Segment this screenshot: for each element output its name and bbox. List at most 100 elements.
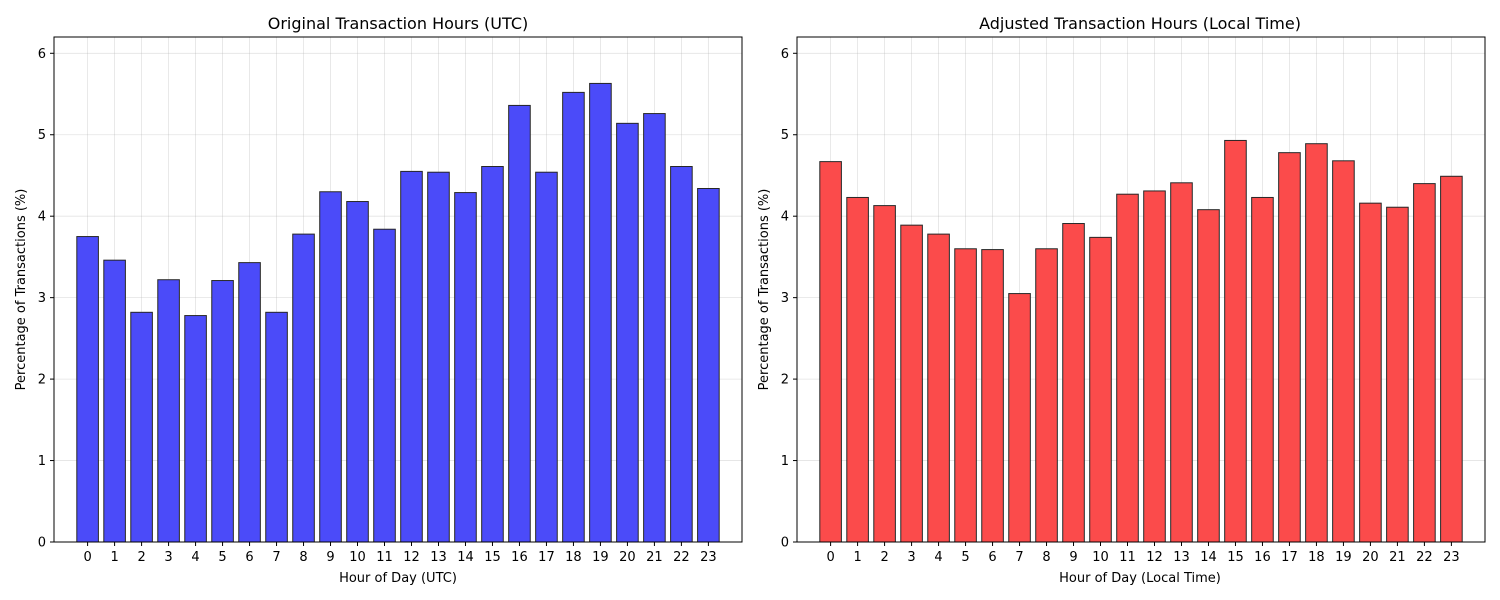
y-tick-label: 1 <box>781 454 789 469</box>
bar <box>1413 183 1436 543</box>
x-tick-label: 12 <box>1146 550 1163 565</box>
y-tick-label: 6 <box>38 47 46 62</box>
x-tick-label: 18 <box>1308 550 1325 565</box>
bar <box>1305 143 1328 543</box>
bar <box>319 191 342 543</box>
x-tick-label: 12 <box>403 550 420 565</box>
grid <box>797 37 1485 543</box>
bar <box>1224 139 1247 543</box>
bar <box>927 233 950 543</box>
bar <box>184 315 207 543</box>
x-tick-label: 23 <box>700 550 717 565</box>
y-tick-label: 2 <box>38 373 46 388</box>
x-tick-label: 20 <box>1362 550 1379 565</box>
x-tick-label: 6 <box>988 550 996 565</box>
x-tick-label: 9 <box>1069 550 1077 565</box>
bar <box>427 171 450 543</box>
x-axis-ticks: 0 1 2 3 4 5 6 7 8 9 10 11 12 13 14 15 16 17 18 19 20 21 22 23 <box>826 542 1460 565</box>
x-tick-label: 22 <box>673 550 690 565</box>
x-tick-label: 18 <box>565 550 582 565</box>
y-tick-label: 4 <box>781 210 789 225</box>
x-tick-label: 23 <box>1443 550 1460 565</box>
bar <box>373 228 396 543</box>
y-axis-label: Percentage of Transactions (%) <box>757 189 772 391</box>
x-tick-label: 19 <box>1335 550 1352 565</box>
x-tick-label: 2 <box>880 550 888 565</box>
x-tick-label: 6 <box>245 550 253 565</box>
y-tick-label: 6 <box>781 47 789 62</box>
x-tick-label: 17 <box>538 550 555 565</box>
x-tick-label: 5 <box>218 550 226 565</box>
y-tick-label: 2 <box>781 373 789 388</box>
x-axis-label: Hour of Day (Local Time) <box>1059 571 1221 586</box>
x-axis-label: Hour of Day (UTC) <box>339 571 457 586</box>
bar <box>1089 236 1112 543</box>
chart-title: Adjusted Transaction Hours (Local Time) <box>979 14 1301 33</box>
x-tick-label: 9 <box>326 550 334 565</box>
bar <box>157 279 180 543</box>
plot-frame <box>796 36 1486 543</box>
x-tick-label: 5 <box>961 550 969 565</box>
bar <box>508 104 531 543</box>
x-tick-label: 0 <box>826 550 834 565</box>
x-tick-label: 4 <box>934 550 942 565</box>
bar <box>103 259 126 543</box>
x-tick-label: 7 <box>272 550 280 565</box>
x-tick-label: 2 <box>137 550 145 565</box>
bar <box>846 196 869 543</box>
bar <box>1035 248 1058 543</box>
y-tick-label: 0 <box>781 536 789 551</box>
bar <box>346 201 369 543</box>
x-tick-label: 16 <box>511 550 528 565</box>
x-tick-label: 10 <box>1092 550 1109 565</box>
x-tick-label: 11 <box>376 550 393 565</box>
bar <box>76 236 99 543</box>
x-tick-label: 7 <box>1015 550 1023 565</box>
x-tick-label: 15 <box>1227 550 1244 565</box>
bar <box>819 161 842 543</box>
bar <box>954 248 977 543</box>
x-tick-label: 13 <box>430 550 447 565</box>
x-tick-label: 3 <box>907 550 915 565</box>
bar <box>1143 190 1166 543</box>
y-tick-label: 1 <box>38 454 46 469</box>
x-tick-label: 16 <box>1254 550 1271 565</box>
bar <box>535 171 558 543</box>
x-tick-label: 15 <box>484 550 501 565</box>
x-tick-label: 17 <box>1281 550 1298 565</box>
bar <box>873 205 896 543</box>
bar <box>130 311 153 543</box>
x-tick-label: 0 <box>83 550 91 565</box>
chart-title: Original Transaction Hours (UTC) <box>268 14 528 33</box>
bar <box>238 262 261 543</box>
x-tick-label: 11 <box>1119 550 1136 565</box>
y-axis-label: Percentage of Transactions (%) <box>14 189 29 391</box>
x-tick-label: 21 <box>646 550 663 565</box>
x-tick-label: 8 <box>299 550 307 565</box>
bar <box>1332 160 1355 543</box>
bar <box>1278 152 1301 543</box>
y-tick-label: 3 <box>38 291 46 306</box>
x-tick-label: 19 <box>592 550 609 565</box>
bar <box>1197 209 1220 543</box>
bar <box>400 170 423 543</box>
bar <box>1251 196 1274 543</box>
y-tick-label: 5 <box>38 128 46 143</box>
chart-panel-adjusted-local: Adjusted Transaction Hours (Local Time) … <box>757 14 1486 586</box>
bar <box>589 82 612 543</box>
bars <box>819 139 1463 543</box>
y-tick-label: 3 <box>781 291 789 306</box>
bar <box>1386 206 1409 543</box>
bar <box>981 249 1004 543</box>
y-tick-label: 4 <box>38 210 46 225</box>
x-tick-label: 8 <box>1042 550 1050 565</box>
bar <box>1062 223 1085 543</box>
x-tick-label: 21 <box>1389 550 1406 565</box>
x-tick-label: 10 <box>349 550 366 565</box>
x-tick-label: 1 <box>110 550 118 565</box>
y-tick-label: 0 <box>38 536 46 551</box>
bar <box>1116 193 1139 543</box>
bars <box>76 82 720 543</box>
bar <box>292 233 315 543</box>
bar <box>211 280 234 543</box>
